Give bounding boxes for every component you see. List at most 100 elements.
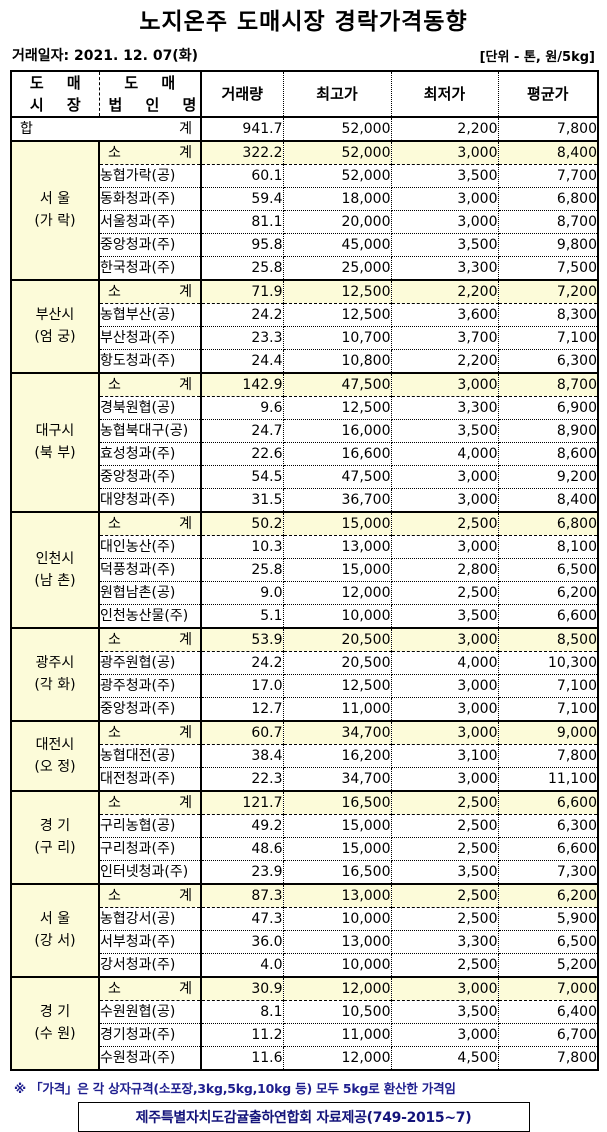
cell-avg: 10,300 [498,651,598,675]
subtotal-high: 13,000 [283,883,392,908]
market-label: 서 울 (강 서) [11,883,100,978]
market-label: 경 기 (구 리) [11,790,100,885]
market-label: 서 울 (가 락) [11,140,100,281]
table-row: 동화청과(주) 59.4 18,000 3,000 6,800 [11,187,598,211]
cell-low: 3,500 [391,233,499,257]
table-row: 중앙청과(주) 95.8 45,000 3,500 9,800 [11,233,598,257]
cell-avg: 7,700 [498,164,598,188]
subtotal-high: 15,000 [283,511,392,536]
cell-high: 13,000 [283,535,392,559]
table-body: 합 계 941.7 52,000 2,200 7,800 서 울 (가 락) 소 계 322.2 52… [11,116,598,1071]
subtotal-row: 경 기 (수 원) 소 계 30.9 12,000 3,000 7,000 [11,976,598,1071]
unit-label: [단위 - 톤, 원/5kg] [479,49,595,65]
cell-corporation: 효성청과(주) [99,442,202,466]
subtotal-low: 2,500 [391,511,499,536]
col-header-market-line2: 시 장 [29,95,90,114]
subtotal-high: 20,500 [283,627,392,652]
cell-volume: 24.2 [201,303,284,327]
subtotal-high: 52,000 [283,140,392,165]
cell-low: 3,000 [391,465,499,489]
cell-corporation: 강서청과(주) [99,953,202,978]
cell-avg: 8,300 [498,303,598,327]
cell-volume: 23.9 [201,860,284,885]
market-label-line1: 대전시 [35,736,75,753]
col-header-market-line1: 도 매 [29,73,90,92]
subtotal-label-right: 계 [179,283,192,300]
cell-low: 2,500 [391,814,499,838]
meta-row: 거래일자: 2021. 12. 07(화) [단위 - 톤, 원/5kg] [10,43,597,70]
cell-low: 2,500 [391,953,499,978]
subtotal-avg: 6,800 [498,511,598,536]
market-label-line2: (가 락) [34,213,76,230]
cell-high: 11,000 [283,1023,392,1047]
cell-low: 3,300 [391,256,499,281]
trade-date-label: 거래일자: 2021. 12. 07(화) [12,47,198,64]
subtotal-volume: 71.9 [201,279,284,304]
col-header-avg-price: 평균가 [498,70,598,118]
cell-corporation: 광주원협(공) [99,651,202,675]
cell-low: 3,500 [391,860,499,885]
cell-low: 3,000 [391,674,499,698]
subtotal-low: 3,000 [391,372,499,397]
cell-corporation: 구리청과(주) [99,837,202,861]
subtotal-low: 3,000 [391,627,499,652]
cell-high: 52,000 [283,164,392,188]
subtotal-row: 광주시 (각 화) 소 계 53.9 20,500 3,000 8,500 [11,627,598,722]
header-row: 도 매 시 장 도 매 법 인 명 거래량 최고가 최저가 평균가 [11,70,598,118]
market-label-line1: 서 울 [39,911,71,928]
subtotal-high: 16,500 [283,790,392,815]
cell-high: 10,500 [283,1000,392,1024]
market-label-line1: 서 울 [39,191,71,208]
market-label-line2: (엄 궁) [34,329,76,346]
cell-avg: 6,600 [498,837,598,861]
table-row: 강서청과(주) 4.0 10,000 2,500 5,200 [11,953,598,978]
cell-corporation: 부산청과(주) [99,326,202,350]
cell-corporation: 덕풍청과(주) [99,558,202,582]
subtotal-low: 2,500 [391,790,499,815]
market-label-line1: 대구시 [35,423,75,440]
col-header-high-price: 최고가 [283,70,392,118]
cell-volume: 11.2 [201,1023,284,1047]
cell-high: 12,500 [283,674,392,698]
table-row: 대전청과(주) 22.3 34,700 3,000 11,100 [11,767,598,792]
cell-high: 10,800 [283,349,392,374]
cell-volume: 9.6 [201,396,284,420]
subtotal-low: 3,000 [391,140,499,165]
cell-high: 15,000 [283,558,392,582]
subtotal-row: 대구시 (북 부) 소 계 142.9 47,500 3,000 8,700 [11,372,598,513]
cell-corporation: 원협남촌(공) [99,581,202,605]
subtotal-volume: 30.9 [201,976,284,1001]
total-label-left: 합 [20,120,33,137]
subtotal-avg: 8,700 [498,372,598,397]
subtotal-volume: 142.9 [201,372,284,397]
table-row: 농협강서(공) 47.3 10,000 2,500 5,900 [11,907,598,931]
cell-high: 16,000 [283,419,392,443]
cell-corporation: 인천농산물(주) [99,604,202,629]
table-row: 효성청과(주) 22.6 16,600 4,000 8,600 [11,442,598,466]
cell-avg: 8,900 [498,419,598,443]
cell-corporation: 경기청과(주) [99,1023,202,1047]
cell-avg: 7,500 [498,256,598,281]
cell-corporation: 인터넷청과(주) [99,860,202,885]
cell-high: 13,000 [283,930,392,954]
cell-avg: 7,100 [498,674,598,698]
table-row: 농협가락(공) 60.1 52,000 3,500 7,700 [11,164,598,188]
cell-low: 4,000 [391,442,499,466]
market-label: 경 기 (수 원) [11,976,100,1071]
table-row: 광주원협(공) 24.2 20,500 4,000 10,300 [11,651,598,675]
subtotal-low: 2,500 [391,883,499,908]
cell-volume: 38.4 [201,744,284,768]
cell-avg: 7,100 [498,697,598,722]
cell-volume: 25.8 [201,256,284,281]
subtotal-label-left: 소 [108,144,121,161]
table-row: 농협북대구(공) 24.7 16,000 3,500 8,900 [11,419,598,443]
cell-volume: 25.8 [201,558,284,582]
cell-low: 3,500 [391,1000,499,1024]
table-head: 도 매 시 장 도 매 법 인 명 거래량 최고가 최저가 평균가 [11,70,598,118]
subtotal-label-right: 계 [179,980,192,997]
